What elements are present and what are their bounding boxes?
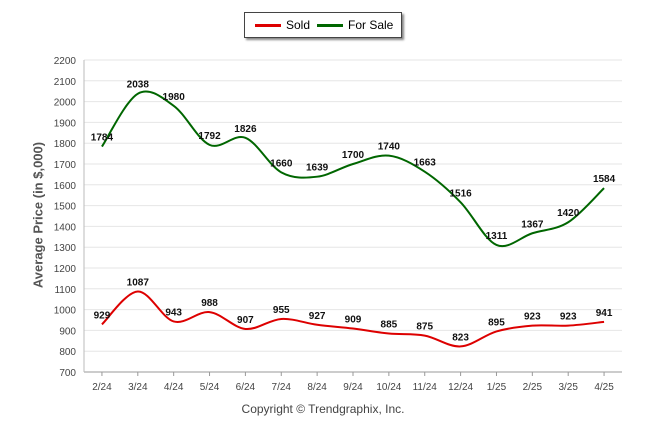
data-label-sold: 955 [273,305,290,316]
data-label-for-sale: 2038 [127,80,150,91]
data-label-sold: 923 [560,312,577,323]
x-tick-label: 2/25 [523,382,543,393]
x-tick-label: 10/24 [376,382,401,393]
legend: Sold For Sale [244,12,402,38]
data-label-for-sale: 1660 [270,158,293,169]
y-tick-label: 1100 [54,285,76,296]
data-label-for-sale: 1700 [342,150,365,161]
data-label-sold: 941 [596,308,613,319]
data-label-for-sale: 1420 [557,208,580,219]
data-label-for-sale: 1784 [91,133,114,144]
y-tick-label: 1600 [54,181,77,192]
x-tick-label: 8/24 [307,382,327,393]
x-tick-label: 11/24 [413,382,438,393]
series-line-sold [101,290,605,348]
y-tick-label: 1700 [54,160,77,171]
x-tick-label: 9/24 [343,382,363,393]
y-tick-label: 1000 [54,306,77,317]
y-tick-label: 1200 [54,264,77,275]
sold-swatch [255,23,281,27]
data-label-for-sale: 1740 [378,142,401,153]
y-tick-label: 1500 [54,202,77,213]
y-tick-label: 2200 [54,56,77,67]
for-sale-swatch [317,23,343,27]
y-tick-label: 1800 [54,139,77,150]
y-tick-label: 2000 [54,98,77,109]
y-tick-label: 700 [59,368,76,379]
x-tick-label: 7/24 [272,382,292,393]
x-tick-label: 1/25 [487,382,507,393]
data-label-sold: 875 [416,322,433,333]
copyright-text: Copyright © Trendgraphix, Inc. [241,402,405,416]
data-label-sold: 988 [201,298,218,309]
x-tick-label: 2/24 [92,382,112,393]
data-label-for-sale: 1311 [486,231,508,242]
data-label-for-sale: 1792 [198,131,221,142]
data-label-for-sale: 1826 [234,124,257,135]
y-tick-label: 1400 [54,222,77,233]
x-tick-label: 3/24 [128,382,148,393]
data-label-sold: 895 [488,317,505,328]
data-label-for-sale: 1639 [306,163,329,174]
x-tick-label: 6/24 [236,382,256,393]
y-tick-label: 2100 [54,77,77,88]
legend-label-for-sale: For Sale [348,18,394,32]
data-label-sold: 943 [165,307,182,318]
x-tick-label: 4/24 [164,382,184,393]
data-label-for-sale: 1516 [449,188,472,199]
data-label-sold: 885 [381,320,398,331]
data-label-for-sale: 1367 [521,219,544,230]
data-label-sold: 1087 [127,278,150,289]
y-tick-label: 900 [59,326,76,337]
x-tick-label: 3/25 [558,382,578,393]
data-label-for-sale: 1980 [163,92,186,103]
legend-item-sold[interactable]: Sold [255,18,310,32]
x-tick-label: 4/25 [594,382,614,393]
y-tick-label: 800 [59,347,76,358]
data-label-sold: 923 [524,312,541,323]
data-label-for-sale: 1663 [414,158,437,169]
y-tick-label: 1300 [54,243,77,254]
y-tick-label: 1900 [54,118,77,129]
data-label-sold: 909 [345,315,362,326]
x-tick-label: 5/24 [200,382,220,393]
x-tick-label: 12/24 [448,382,473,393]
legend-label-sold: Sold [286,18,311,32]
series-line-for-sale [101,90,605,248]
data-label-for-sale: 1584 [593,174,616,185]
data-label-sold: 823 [452,332,469,343]
data-label-sold: 927 [309,311,326,322]
data-label-sold: 929 [94,310,111,321]
legend-item-for-sale[interactable]: For Sale [317,18,393,32]
data-label-sold: 907 [237,315,254,326]
